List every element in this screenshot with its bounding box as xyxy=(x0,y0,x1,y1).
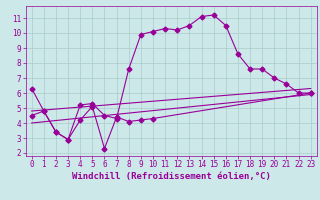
X-axis label: Windchill (Refroidissement éolien,°C): Windchill (Refroidissement éolien,°C) xyxy=(72,172,271,181)
